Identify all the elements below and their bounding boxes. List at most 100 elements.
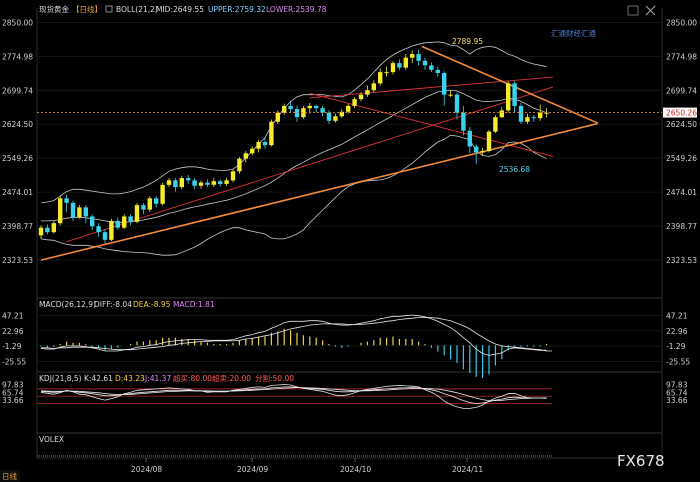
candle-body xyxy=(435,69,440,74)
price-tick-right: 2774.98 xyxy=(666,52,697,61)
candle-body xyxy=(397,63,402,68)
candle-up xyxy=(250,146,255,156)
candle-body xyxy=(70,202,76,218)
kdj-tick-left: 97.83 xyxy=(2,381,24,390)
candle-body xyxy=(493,117,498,132)
candle-down xyxy=(314,104,319,113)
macd-tick-right: -1.29 xyxy=(666,342,686,351)
date-axis: 2024/08 2024/09 2024/10 2024/11 xyxy=(131,458,483,474)
candle-down xyxy=(467,127,472,154)
boll-upper-line xyxy=(40,41,547,204)
candle-body xyxy=(224,180,229,184)
candle-body xyxy=(186,178,191,181)
candle-body xyxy=(96,226,101,233)
candle-down xyxy=(218,179,223,187)
candle-down xyxy=(397,59,402,70)
price-tick-left: 2850.00 xyxy=(2,19,33,28)
macd-gridlines xyxy=(37,315,662,362)
candle-up xyxy=(346,103,351,114)
candle-body xyxy=(429,65,434,70)
candle-down xyxy=(454,92,460,120)
candle-body xyxy=(358,94,364,100)
candle-up xyxy=(301,105,306,120)
close-icon[interactable] xyxy=(645,5,656,16)
candle-body xyxy=(51,223,56,233)
candle-up xyxy=(486,129,492,153)
candle-body xyxy=(454,94,460,113)
orange-support-line xyxy=(40,122,598,261)
macd-tick-left: 47.21 xyxy=(2,312,24,321)
candle-body xyxy=(237,158,242,172)
candle-body xyxy=(262,142,268,146)
candle-down xyxy=(173,178,178,192)
source-watermark: 汇通财经汇通 xyxy=(551,28,596,38)
candle-body xyxy=(499,110,504,118)
candle-up xyxy=(166,178,172,188)
candle-down xyxy=(435,66,440,77)
candle-body xyxy=(461,112,466,131)
boll-lower-value: LOWER:2539.78 xyxy=(266,5,327,14)
candle-down xyxy=(416,49,421,66)
candle-body xyxy=(301,108,306,118)
candle-body xyxy=(531,117,536,119)
candle-up xyxy=(147,196,152,212)
restore-icon[interactable] xyxy=(627,5,639,16)
date-label: 2024/09 xyxy=(237,465,268,474)
volex-indicator-name: VOLEX xyxy=(39,435,64,444)
price-tick-left: 2549.26 xyxy=(2,154,33,163)
candle-body xyxy=(384,72,389,74)
candle-up xyxy=(58,196,63,226)
macd-diff-value: DIFF:-8.04 xyxy=(94,300,132,309)
candle-body xyxy=(64,198,69,203)
price-tick-right: 2323.53 xyxy=(666,256,697,265)
candle-body xyxy=(294,109,300,118)
candle-down xyxy=(45,224,50,235)
candle-body xyxy=(90,216,95,227)
candle-body xyxy=(141,205,146,210)
boll-indicator-name: BOLL(21,2) xyxy=(116,5,158,14)
candle-down xyxy=(512,81,517,113)
candle-body xyxy=(326,112,332,121)
kdj-k-value: K:42.61 xyxy=(84,374,113,383)
candle-down xyxy=(442,71,447,106)
macd-tick-left: -25.55 xyxy=(2,357,26,366)
kdj-tick-left: 65.74 xyxy=(2,388,24,397)
kdj-tick-right: 65.74 xyxy=(666,388,688,397)
candle-down xyxy=(429,62,434,73)
price-tick-right: 2474.01 xyxy=(666,188,697,197)
candle-body xyxy=(243,153,248,159)
candle-down xyxy=(96,223,101,237)
macd-tick-right: -25.55 xyxy=(666,357,690,366)
candle-up xyxy=(448,90,453,97)
date-label: 2024/11 xyxy=(452,465,483,474)
candle-down xyxy=(422,57,428,70)
candle-up xyxy=(480,147,485,156)
candle-body xyxy=(448,94,453,96)
panel-frames xyxy=(36,8,663,459)
candle-body xyxy=(371,83,376,91)
candle-down xyxy=(186,174,191,184)
candle-down xyxy=(262,137,268,149)
candle-body xyxy=(339,111,344,117)
candle-body xyxy=(38,227,44,236)
candle-body xyxy=(282,105,287,113)
red-channel-mid-line xyxy=(66,86,554,243)
candle-up xyxy=(365,85,370,97)
candle-body xyxy=(160,184,165,204)
macd-dea-value: DEA:-8.95 xyxy=(133,300,171,309)
candle-body xyxy=(346,105,351,112)
candle-body xyxy=(218,181,223,184)
candle-up xyxy=(224,178,229,186)
candle-up xyxy=(525,113,530,124)
price-tick-left: 2398.77 xyxy=(2,222,33,231)
candle-up xyxy=(282,103,287,115)
candle-body xyxy=(77,207,82,218)
candle-body xyxy=(179,178,184,188)
indicator-toggle-icon[interactable] xyxy=(105,5,113,13)
macd-tick-right: 47.21 xyxy=(666,312,688,321)
candle-body xyxy=(474,146,479,153)
price-tick-right: 2549.26 xyxy=(666,154,697,163)
macd-tick-right: 22.96 xyxy=(666,327,688,336)
candle-body xyxy=(192,180,197,186)
